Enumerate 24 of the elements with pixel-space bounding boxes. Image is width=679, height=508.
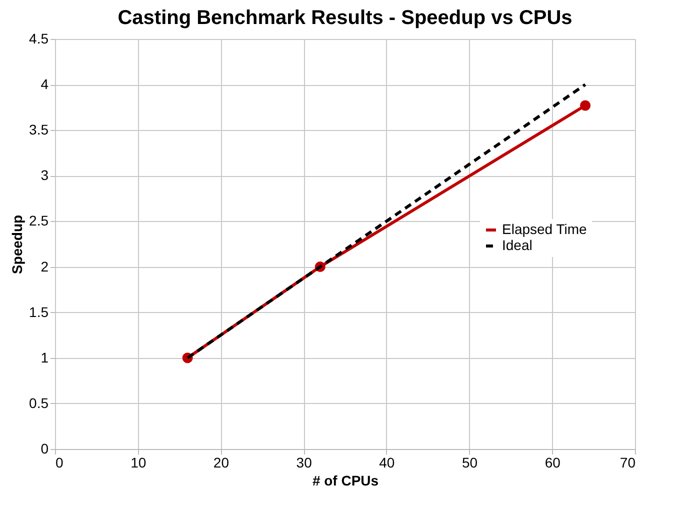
chart-title: Casting Benchmark Results - Speedup vs CPUs: [118, 7, 572, 29]
x-tick-label: 50: [462, 454, 478, 470]
x-tick-label: 60: [544, 454, 561, 470]
legend-label: Elapsed Time: [502, 221, 588, 237]
x-tick-label: 70: [620, 454, 636, 470]
y-tick-label: 3: [40, 167, 49, 184]
y-tick-label: 1: [40, 349, 49, 366]
y-tick-label: 0: [40, 440, 49, 456]
y-tick-label: 1.5: [29, 304, 49, 320]
y-tick-label: 4: [40, 76, 49, 92]
x-tick-label: 40: [379, 454, 395, 470]
x-tick-label: 30: [296, 454, 312, 470]
y-tick-label: 2.5: [29, 212, 49, 229]
legend-label: Ideal: [502, 237, 532, 253]
y-axis-title: Speedup: [9, 214, 26, 274]
x-tick-label: 0: [56, 454, 64, 470]
y-tick-label: 3.5: [29, 122, 49, 138]
x-axis-title: # of CPUs: [312, 472, 379, 488]
y-tick-label: 0.5: [29, 394, 49, 411]
y-tick-label: 4.5: [29, 30, 49, 46]
y-tick-label: 2: [40, 258, 49, 274]
point: [580, 100, 591, 111]
x-tick-label: 20: [213, 454, 230, 470]
x-tick-label: 10: [130, 454, 146, 470]
